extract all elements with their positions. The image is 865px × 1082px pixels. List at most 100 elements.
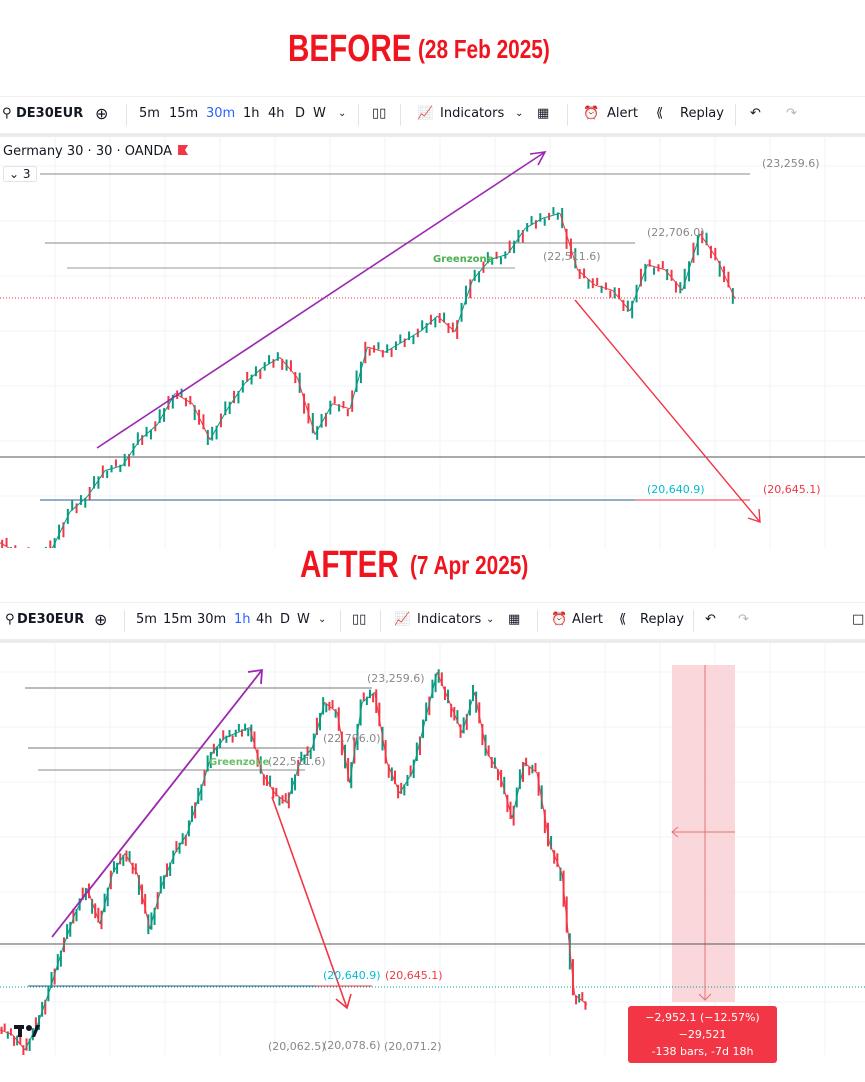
alarm-clock-icon[interactable]: ⏰ (583, 106, 600, 121)
interval-4h[interactable]: 4h (256, 612, 273, 627)
interval-5m[interactable]: 5m (139, 106, 160, 121)
price-segment (507, 228, 526, 255)
alarm-clock-icon[interactable]: ⏰ (551, 612, 568, 627)
interval-1h[interactable]: 1h (234, 612, 251, 627)
price-segment (104, 465, 123, 472)
search-icon[interactable]: ⚲ (5, 612, 15, 627)
replay-button[interactable]: Replay (640, 612, 684, 627)
chevron-down-icon[interactable]: ⌄ (486, 614, 495, 625)
interval-4h[interactable]: 4h (268, 106, 285, 121)
trend-arrow-down[interactable] (574, 299, 761, 523)
symbol-search[interactable]: DE30EUR (17, 612, 85, 627)
replay-icon[interactable]: ⟪ (656, 106, 664, 121)
label-22706: (22,706.0) (323, 732, 381, 745)
replay-button[interactable]: Replay (680, 106, 724, 121)
price-segment (122, 439, 141, 466)
price-segment (361, 691, 375, 703)
indicators-button[interactable]: Indicators (440, 106, 505, 121)
after-chart[interactable]: (23,259.6) (22,706.0) (22,511.6) Greenzo… (0, 642, 865, 1063)
undo-icon[interactable]: ↶ (750, 106, 761, 121)
price-segment (192, 403, 211, 440)
label-20640: (20,640.9) (647, 483, 705, 496)
interval-30m[interactable]: 30m (197, 612, 227, 627)
price-segment (461, 692, 476, 733)
redo-icon[interactable]: ↷ (738, 612, 749, 627)
price-segment (402, 331, 421, 343)
price-segment (286, 762, 301, 804)
price-segment (612, 289, 631, 312)
price-segment (136, 873, 151, 930)
price-segment (209, 408, 228, 440)
price-segment (161, 853, 176, 884)
price-segment (99, 873, 113, 925)
price-segment (86, 888, 101, 925)
tradingview-logo-icon[interactable] (14, 1025, 40, 1037)
price-segment (262, 356, 281, 369)
indicators-button[interactable]: Indicators (417, 612, 482, 627)
price-segment (186, 792, 201, 834)
replay-icon[interactable]: ⟪ (619, 612, 627, 627)
grid (0, 136, 865, 548)
fullscreen-icon[interactable]: □ (852, 612, 865, 627)
arrow-left-icon (671, 826, 679, 838)
symbol-legend[interactable]: Germany 30 · 30 · OANDA (3, 144, 189, 159)
redo-icon[interactable]: ↷ (786, 106, 797, 121)
interval-d[interactable]: D (295, 106, 306, 121)
trend-arrow-down[interactable] (271, 796, 348, 1009)
interval-30m[interactable]: 30m (206, 106, 236, 121)
interval-w[interactable]: W (313, 106, 326, 121)
price-segment (486, 752, 500, 774)
label-20645: (20,645.1) (763, 483, 821, 496)
symbol-legend-text: Germany 30 · 30 · OANDA (3, 144, 173, 159)
before-date: (28 Feb 2025) (418, 34, 550, 64)
alert-button[interactable]: Alert (572, 612, 603, 627)
indicators-icon[interactable]: 📈 (394, 612, 411, 627)
alert-button[interactable]: Alert (607, 106, 638, 121)
price-segment (227, 382, 246, 410)
layouts-grid-icon[interactable]: ▦ (537, 106, 550, 121)
price-segment (0, 1029, 13, 1036)
compare-plus-icon[interactable]: ⊕ (94, 610, 108, 629)
price-segment (664, 269, 683, 291)
price-segment (374, 692, 388, 763)
price-segment (244, 367, 263, 384)
chevron-down-icon[interactable]: ⌄ (338, 108, 347, 119)
trend-arrow-up[interactable] (51, 669, 263, 938)
layouts-grid-icon[interactable]: ▦ (508, 612, 521, 627)
symbol-search[interactable]: DE30EUR (16, 106, 84, 121)
interval-15m[interactable]: 15m (163, 612, 193, 627)
label-20640: (20,640.9) (323, 969, 381, 982)
before-toolbar: ⚲ DE30EUR ⊕ 5m 15m 30m 1h 4h D W ⌄ ▯▯ 📈 … (0, 96, 865, 137)
before-chart-canvas[interactable]: (23,259.6) (22,706.0) (22,511.6) Greenzo… (0, 136, 865, 562)
chevron-down-icon[interactable]: ⌄ (318, 614, 327, 625)
interval-1h[interactable]: 1h (243, 106, 260, 121)
price-segment (454, 280, 473, 332)
interval-d[interactable]: D (280, 612, 291, 627)
trend-arrow-up[interactable] (96, 151, 546, 449)
before-chart[interactable]: (23,259.6) (22,706.0) (22,511.6) Greenzo… (0, 136, 865, 562)
indicators-icon[interactable]: 📈 (417, 106, 434, 121)
price-segment (424, 672, 438, 723)
price-segment (449, 702, 463, 733)
chevron-down-icon[interactable]: ⌄ (515, 108, 524, 119)
undo-icon[interactable]: ↶ (705, 612, 716, 627)
price-segment (699, 233, 718, 260)
price-segment (717, 259, 736, 299)
price-segment (174, 833, 188, 854)
after-heading: AFTER (300, 544, 399, 586)
price-segment (61, 913, 76, 950)
after-chart-canvas[interactable]: (23,259.6) (22,706.0) (22,511.6) Greenzo… (0, 642, 865, 1056)
indicator-collapse-toggle[interactable]: ⌄ 3 (3, 166, 37, 182)
interval-w[interactable]: W (297, 612, 310, 627)
price-segment (314, 403, 333, 435)
interval-5m[interactable]: 5m (136, 612, 157, 627)
search-icon[interactable]: ⚲ (2, 106, 12, 121)
compare-plus-icon[interactable]: ⊕ (95, 104, 109, 123)
interval-15m[interactable]: 15m (169, 106, 199, 121)
price-segment (559, 213, 578, 270)
measure-range-box[interactable] (672, 665, 735, 1002)
price-segment (511, 762, 526, 819)
candles-icon[interactable]: ▯▯ (372, 106, 387, 121)
flag-icon[interactable] (178, 145, 189, 155)
candles-icon[interactable]: ▯▯ (352, 612, 367, 627)
